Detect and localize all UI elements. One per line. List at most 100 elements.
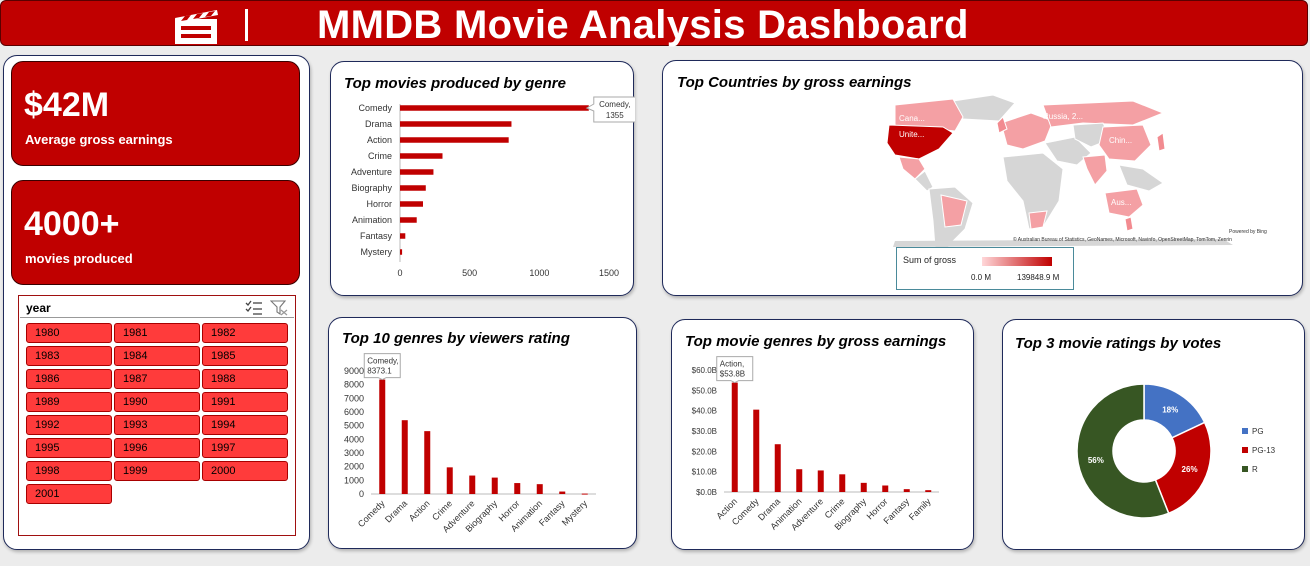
slice-label: 56% xyxy=(1088,456,1104,465)
x-tick-label: Family xyxy=(907,496,933,522)
year-button-1990[interactable]: 1990 xyxy=(114,392,200,412)
legend-label: PG-13 xyxy=(1252,446,1276,455)
genre-count-chart: Comedy Drama Action Crime Adventure Biography… xyxy=(351,96,635,278)
bar xyxy=(400,185,426,191)
slicer-title: year xyxy=(26,301,51,315)
bar xyxy=(536,484,543,494)
slicer-divider xyxy=(20,317,294,318)
map-legend-max: 139848.9 M xyxy=(1017,273,1060,282)
year-button-1996[interactable]: 1996 xyxy=(114,438,200,458)
year-button-1986[interactable]: 1986 xyxy=(26,369,112,389)
bar xyxy=(401,420,408,494)
map-uk xyxy=(996,116,1008,134)
clear-filter-icon[interactable] xyxy=(270,300,288,316)
legend-label: PG xyxy=(1252,427,1264,436)
world-map: Cana... Unite... Russia, 2... Chin... Au… xyxy=(886,94,1233,258)
bar xyxy=(925,490,932,492)
y-tick-label: 4000 xyxy=(344,434,364,444)
data-callout-box xyxy=(585,96,635,123)
year-button-1982[interactable]: 1982 xyxy=(202,323,288,343)
genre-gross-chart: $0.0B $10.0B $20.0B $30.0B $40.0B $50.0B $60.0… xyxy=(692,356,939,532)
year-button-1998[interactable]: 1998 xyxy=(26,461,112,481)
year-button-1992[interactable]: 1992 xyxy=(26,415,112,435)
kpi-movies-produced: 4000+ movies produced xyxy=(11,180,300,285)
year-button-2000[interactable]: 2000 xyxy=(202,461,288,481)
genre-count-panel: Top movies produced by genre Comedy Drama… xyxy=(330,61,635,296)
y-tick-label: $20.0B xyxy=(692,447,717,456)
legend-swatch xyxy=(1242,447,1248,453)
bar xyxy=(731,382,738,492)
map-label-russia: Russia, 2... xyxy=(1043,112,1083,121)
map-japan xyxy=(1156,132,1166,152)
chart-title: Top 3 movie ratings by votes xyxy=(1015,335,1222,352)
legend-swatch xyxy=(1242,428,1248,434)
year-button-1999[interactable]: 1999 xyxy=(114,461,200,481)
chart-title: Top movies produced by genre xyxy=(344,75,566,92)
ratings-donut-panel: Top 3 movie ratings by votes 18% 26% 56% PG… xyxy=(1002,319,1305,550)
map-label-australia: Aus... xyxy=(1111,198,1131,207)
map-legend-min: 0.0 M xyxy=(971,273,992,282)
year-button-1995[interactable]: 1995 xyxy=(26,438,112,458)
kpi-average-gross: $42M Average gross earnings xyxy=(11,61,300,166)
year-button-1987[interactable]: 1987 xyxy=(114,369,200,389)
year-button-1989[interactable]: 1989 xyxy=(26,392,112,412)
kpi-value: 4000+ xyxy=(24,205,120,243)
bar xyxy=(400,169,434,175)
map-usa xyxy=(886,124,954,160)
x-tick-label: Action xyxy=(407,498,432,523)
map-powered-by: Powered by Bing xyxy=(1229,229,1267,235)
year-button-1997[interactable]: 1997 xyxy=(202,438,288,458)
bar xyxy=(469,475,476,494)
bar xyxy=(860,482,867,492)
y-tick-label: Action xyxy=(367,135,392,145)
year-button-1984[interactable]: 1984 xyxy=(114,346,200,366)
year-slicer: year 1980 1981 1982 1983 1984 1985 1986 1987 198… xyxy=(18,295,296,536)
map-label-china: Chin... xyxy=(1109,136,1132,145)
year-button-1980[interactable]: 1980 xyxy=(26,323,112,343)
y-tick-label: $0.0B xyxy=(696,488,717,497)
bar xyxy=(446,467,453,494)
data-callout-value: 1355 xyxy=(606,111,624,120)
map-new-zealand xyxy=(1124,216,1134,232)
y-tick-label: 5000 xyxy=(344,421,364,431)
bar xyxy=(424,431,431,494)
data-callout-label: Comedy, xyxy=(599,100,630,109)
y-tick-label: 1000 xyxy=(344,475,364,485)
genre-rating-chart: 0100020003000400050006000700080009000Com… xyxy=(344,353,596,534)
data-callout-box xyxy=(363,353,401,381)
y-tick-label: Drama xyxy=(365,119,392,129)
bar xyxy=(379,379,386,494)
x-tick-label: Drama xyxy=(383,498,409,524)
bar xyxy=(400,137,509,143)
year-button-2001[interactable]: 2001 xyxy=(26,484,112,504)
header-banner: MMDB Movie Analysis Dashboard xyxy=(0,0,1308,47)
bar xyxy=(753,409,760,492)
y-tick-label: Comedy xyxy=(358,103,392,113)
donut-slice xyxy=(1076,383,1170,519)
bar xyxy=(400,121,512,127)
year-button-1991[interactable]: 1991 xyxy=(202,392,288,412)
legend-label: R xyxy=(1252,465,1258,474)
year-button-1985[interactable]: 1985 xyxy=(202,346,288,366)
y-tick-label: 3000 xyxy=(344,448,364,458)
map-antarctica xyxy=(893,239,1233,247)
x-tick-label: 1000 xyxy=(529,268,549,278)
year-button-1988[interactable]: 1988 xyxy=(202,369,288,389)
y-tick-label: 6000 xyxy=(344,407,364,417)
bar xyxy=(400,217,417,223)
clapperboard-icon xyxy=(175,10,218,44)
bar xyxy=(882,485,889,492)
year-button-1981[interactable]: 1981 xyxy=(114,323,200,343)
genre-gross-panel: Top movie genres by gross earnings $0.0B… xyxy=(671,319,974,550)
bar xyxy=(514,483,521,494)
genre-rating-panel: Top 10 genres by viewers rating 0 1000 200… xyxy=(328,317,637,549)
y-tick-label: 0 xyxy=(359,489,364,499)
map-legend: Sum of gross 0.0 M 139848.9 M xyxy=(896,247,1074,290)
year-button-1994[interactable]: 1994 xyxy=(202,415,288,435)
multi-select-icon[interactable] xyxy=(245,300,263,316)
data-callout-value: $53.8B xyxy=(720,370,745,379)
y-tick-label: Animation xyxy=(352,215,392,225)
year-button-1993[interactable]: 1993 xyxy=(114,415,200,435)
year-button-1983[interactable]: 1983 xyxy=(26,346,112,366)
map-legend-title: Sum of gross xyxy=(903,255,957,265)
